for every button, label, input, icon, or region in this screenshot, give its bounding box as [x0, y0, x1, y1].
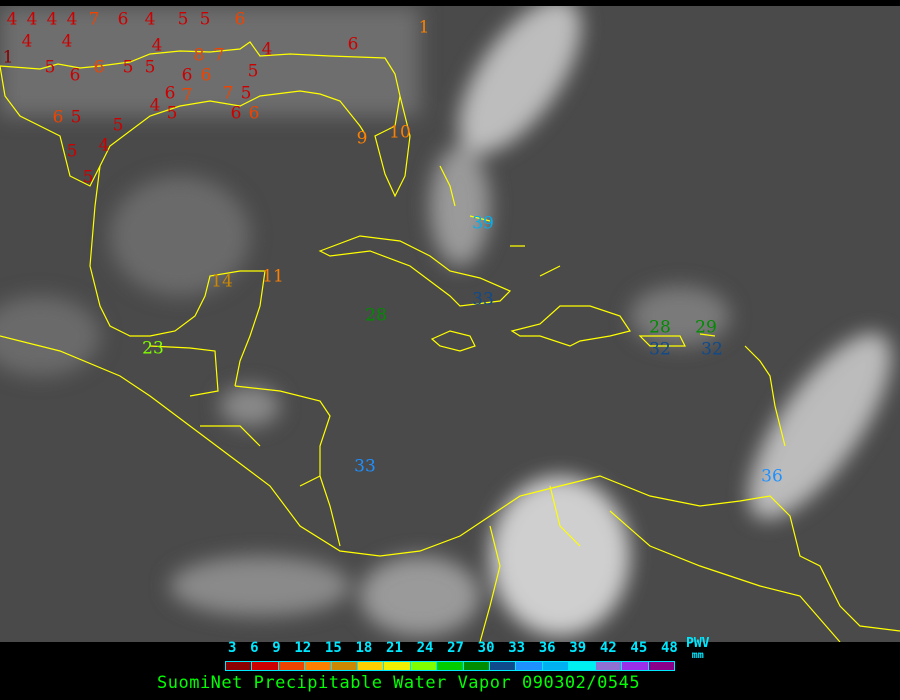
pwv-station-value: 5 [144, 57, 156, 78]
pwv-station-value: 7 [222, 83, 234, 104]
scale-swatch [516, 662, 543, 670]
scale-tick-label: 33 [508, 640, 526, 656]
scale-tick-label: 30 [477, 640, 495, 656]
pwv-station-value: 4 [26, 9, 38, 30]
unit-pwv: PWV [686, 636, 710, 651]
pwv-station-value: 6 [230, 103, 242, 124]
pwv-station-value: 4 [144, 9, 156, 30]
pwv-station-value: 11 [262, 266, 284, 287]
pwv-station-value: 8 [193, 45, 205, 66]
scale-swatch [490, 662, 517, 670]
pwv-station-value: 5 [199, 9, 211, 30]
pwv-station-value: 33 [472, 289, 494, 310]
scale-swatch [278, 662, 306, 670]
unit-label: PWV mm [686, 636, 710, 662]
pwv-station-value: 6 [248, 103, 260, 124]
pwv-station-value: 6 [347, 34, 359, 55]
pwv-station-value: 7 [213, 45, 225, 66]
scale-tick-label: 45 [630, 640, 648, 656]
pwv-station-value: 6 [164, 83, 176, 104]
scale-tick-label: 36 [538, 640, 556, 656]
pwv-station-value: 4 [261, 39, 273, 60]
scale-tick-label: 15 [324, 640, 342, 656]
scale-swatch [331, 662, 359, 670]
pwv-station-value: 23 [142, 338, 164, 359]
pwv-station-value: 1 [2, 47, 14, 68]
scale-tick-label: 6 [250, 640, 259, 656]
scale-tick-label: 12 [294, 640, 312, 656]
pwv-station-value: 5 [122, 57, 134, 78]
scale-swatch [384, 662, 411, 670]
pwv-station-value: 5 [66, 141, 78, 162]
scale-tick-label: 24 [416, 640, 434, 656]
scale-swatch [437, 662, 464, 670]
pwv-station-value: 5 [112, 115, 124, 136]
pwv-station-value: 33 [354, 456, 376, 477]
scale-swatch [226, 662, 253, 670]
scale-tick-label: 39 [569, 640, 587, 656]
pwv-station-value: 29 [695, 317, 717, 338]
pwv-station-value: 5 [44, 57, 56, 78]
scale-tick-label: 42 [599, 640, 617, 656]
scale-tick-label: 18 [355, 640, 373, 656]
scale-swatch [305, 662, 332, 670]
pwv-station-value: 4 [21, 31, 33, 52]
scale-swatch [648, 662, 674, 670]
scale-swatch [358, 662, 385, 670]
pwv-station-value: 4 [151, 35, 163, 56]
pwv-station-value: 6 [52, 107, 64, 128]
scale-swatch [410, 662, 438, 670]
pwv-station-value: 14 [211, 271, 233, 292]
pwv-station-value: 32 [701, 339, 723, 360]
color-scale-bar [225, 661, 675, 671]
pwv-station-value: 6 [69, 65, 81, 86]
pwv-station-value: 10 [389, 122, 411, 143]
cloud-cover [0, 6, 892, 636]
pwv-station-value: 5 [166, 103, 178, 124]
scale-tick-label: 48 [660, 640, 678, 656]
pwv-station-value: 32 [649, 339, 671, 360]
pwv-station-value: 4 [66, 9, 78, 30]
pwv-station-value: 6 [200, 65, 212, 86]
pwv-station-value: 1 [418, 17, 430, 38]
pwv-station-value: 36 [761, 466, 783, 487]
scale-swatch [252, 662, 279, 670]
unit-mm: mm [691, 650, 704, 661]
satellite-image: 4 4 4 4 1 4 5 6 6 5 5 4 4 6 6 8 7 4 5 7 5 6 6 5 4 6 5 5 5 5 6 7 5 6 7 6 1 9 10… [0, 6, 900, 642]
pwv-station-value: 4 [98, 135, 110, 156]
pwv-station-value: 28 [649, 317, 671, 338]
color-scale-ticks: 3 6 9 12 15 18 21 24 27 30 33 36 39 42 45 48 [228, 640, 678, 656]
pwv-station-value: 5 [247, 61, 259, 82]
pwv-station-value: 5 [177, 9, 189, 30]
pwv-station-value: 4 [61, 31, 73, 52]
pwv-station-value: 7 [88, 9, 100, 30]
scale-swatch [463, 662, 491, 670]
scale-tick-label: 21 [386, 640, 403, 656]
coastlines-and-borders [0, 41, 900, 642]
pwv-station-value: 5 [70, 107, 82, 128]
pwv-station-value: 5 [240, 83, 252, 104]
scale-tick-label: 27 [447, 640, 464, 656]
pwv-station-value: 6 [234, 9, 246, 30]
scale-swatch [595, 662, 623, 670]
pwv-station-value: 7 [181, 85, 193, 106]
scale-tick-label: 3 [228, 640, 237, 656]
pwv-station-value: 9 [356, 128, 368, 149]
map-layer [0, 6, 900, 642]
pwv-station-value: 4 [6, 9, 18, 30]
pwv-station-value: 6 [181, 65, 193, 86]
pwv-station-value: 5 [82, 167, 94, 188]
image-title: SuomiNet Precipitable Water Vapor 090302… [157, 673, 641, 693]
pwv-station-value: 6 [117, 9, 129, 30]
scale-swatch [542, 662, 570, 670]
pwv-station-value: 28 [365, 305, 387, 326]
scale-tick-label: 9 [272, 640, 281, 656]
pwv-station-value: 39 [472, 213, 494, 234]
pwv-station-value: 4 [149, 95, 161, 116]
scale-swatch [622, 662, 649, 670]
scale-swatch [569, 662, 596, 670]
pwv-station-value: 6 [93, 57, 105, 78]
pwv-station-value: 4 [46, 9, 58, 30]
